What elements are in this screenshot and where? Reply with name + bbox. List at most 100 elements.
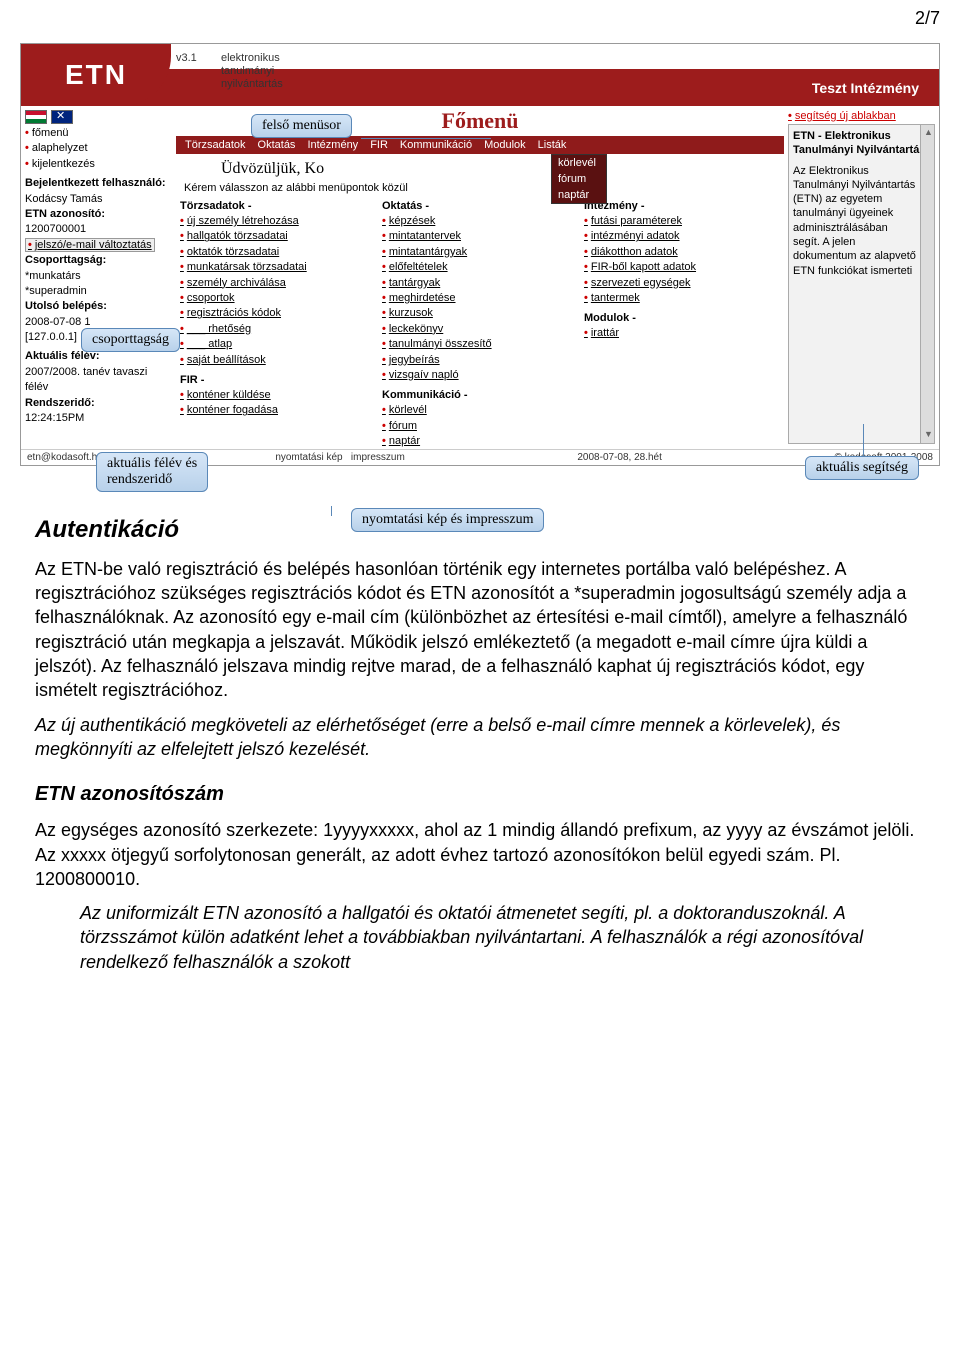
group-2: *superadmin: [25, 285, 87, 297]
footer-print-link[interactable]: nyomtatási kép: [275, 452, 342, 463]
help-box: ETN - Elektronikus Tanulmányi Nyilvántar…: [788, 124, 935, 444]
int-item[interactable]: szervezeti egységek: [584, 276, 780, 291]
menu-modulok[interactable]: Modulok: [481, 138, 529, 152]
torzs-item[interactable]: oktatók törzsadatai: [180, 245, 376, 260]
callout-nyomtatasi-impresszum: nyomtatási kép és impresszum: [351, 508, 544, 532]
torzs-item[interactable]: regisztrációs kódok: [180, 306, 376, 321]
help-panel: segítség új ablakban ETN - Elektronikus …: [784, 106, 939, 449]
okt-item[interactable]: tantárgyak: [382, 276, 578, 291]
loggedin-label: Bejelentkezett felhasználó:: [25, 177, 166, 189]
okt-item[interactable]: meghirdetése: [382, 291, 578, 306]
torzs-item[interactable]: ___ atlap: [180, 337, 376, 352]
menu-fir[interactable]: FIR: [367, 138, 391, 152]
systime-value: 12:24:15PM: [25, 412, 84, 424]
okt-item[interactable]: jegybeírás: [382, 353, 578, 368]
okt-item[interactable]: előfeltételek: [382, 260, 578, 275]
okt-item[interactable]: leckekönyv: [382, 322, 578, 337]
okt-item[interactable]: kurzusok: [382, 306, 578, 321]
okt-item[interactable]: tanulmányi összesítő: [382, 337, 578, 352]
torzs-item[interactable]: csoportok: [180, 291, 376, 306]
menu-torzsadatok[interactable]: Törzsadatok: [182, 138, 249, 152]
torzs-item[interactable]: ___ rhetőség: [180, 322, 376, 337]
menu-oktatas[interactable]: Oktatás: [255, 138, 299, 152]
col-okt-header: Oktatás -: [382, 200, 578, 212]
lastlogin-label: Utolsó belépés:: [25, 300, 107, 312]
torzs-item[interactable]: személy archiválása: [180, 276, 376, 291]
version-label: v3.1: [176, 52, 197, 64]
submenu-naptar[interactable]: naptár: [552, 187, 606, 203]
callout-csoporttagsag: csoporttagság: [81, 328, 180, 352]
menu-intezmeny[interactable]: Intézmény: [304, 138, 361, 152]
welcome-text: Üdvözüljük, Ko: [176, 154, 784, 180]
fir-item[interactable]: konténer fogadása: [180, 403, 376, 418]
semester-value: 2007/2008. tanév tavaszi félév: [25, 366, 147, 393]
menu-kommunikacio[interactable]: Kommunikáció: [397, 138, 475, 152]
int-item[interactable]: diákotthon adatok: [584, 245, 780, 260]
institution-name: Teszt Intézmény: [812, 80, 919, 96]
komm-item[interactable]: fórum: [382, 419, 578, 434]
footer-impressum-link[interactable]: impresszum: [351, 452, 405, 463]
int-item[interactable]: tantermek: [584, 291, 780, 306]
ip-value: [127.0.0.1]: [25, 331, 77, 343]
torzs-item[interactable]: hallgatók törzsadatai: [180, 229, 376, 244]
help-body: Az Elektronikus Tanulmányi Nyilvántartás…: [793, 164, 930, 278]
app-header: ETN v3.1 elektronikus tanulmányi nyilván…: [21, 44, 939, 106]
flag-row: [25, 110, 172, 124]
int-item[interactable]: intézményi adatok: [584, 229, 780, 244]
fir-item[interactable]: konténer küldése: [180, 388, 376, 403]
footer-date: 2008-07-08, 28.hét: [577, 452, 662, 463]
callout-felev-rendszerido: aktuális félév és rendszeridő: [96, 452, 208, 492]
scrollbar[interactable]: [920, 125, 934, 443]
document-body: Autentikáció Az ETN-be való regisztráció…: [0, 476, 960, 1004]
etnid-value: 1200700001: [25, 223, 86, 235]
okt-item[interactable]: mintatantervek: [382, 229, 578, 244]
col-int-header: Intézmény -: [584, 200, 780, 212]
heading-etn-azonosito: ETN azonosítószám: [35, 781, 925, 808]
help-title: ETN - Elektronikus Tanulmányi Nyilvántar…: [793, 129, 930, 158]
footer-email[interactable]: etn@kodasoft.hu: [27, 452, 103, 463]
komm-item[interactable]: naptár: [382, 434, 578, 449]
group-1: *munkatárs: [25, 270, 81, 282]
semester-label: Aktuális félév:: [25, 350, 100, 362]
nav-kijelentkezes[interactable]: kijelentkezés: [25, 157, 172, 172]
etn-logo: ETN: [21, 44, 171, 106]
flag-hungarian-icon[interactable]: [25, 110, 47, 124]
app-screenshot: ETN v3.1 elektronikus tanulmányi nyilván…: [20, 43, 940, 466]
para-4: Az uniformizált ETN azonosító a hallgató…: [80, 901, 925, 974]
main-area: Főmenü Törzsadatok Oktatás Intézmény FIR…: [176, 106, 784, 449]
komm-item[interactable]: körlevél: [382, 403, 578, 418]
col-fir-header: FIR -: [180, 374, 376, 386]
menu-listak[interactable]: Listák: [535, 138, 570, 152]
okt-item[interactable]: vizsgaív napló: [382, 368, 578, 383]
okt-item[interactable]: képzések: [382, 214, 578, 229]
groups-label: Csoporttagság:: [25, 254, 106, 266]
submenu-kommunikacio: körlevél fórum naptár: [551, 154, 607, 204]
systime-label: Rendszeridő:: [25, 397, 95, 409]
torzs-item[interactable]: saját beállítások: [180, 353, 376, 368]
flag-english-icon[interactable]: [51, 110, 73, 124]
page-number: 2/7: [0, 0, 960, 33]
para-2: Az új authentikáció megköveteli az elérh…: [35, 713, 925, 762]
tagline: elektronikus tanulmányi nyilvántartás: [221, 52, 283, 92]
nav-fomenu[interactable]: főmenü: [25, 126, 172, 141]
para-3: Az egységes azonosító szerkezete: 1yyyyx…: [35, 818, 925, 891]
col-torzs-header: Törzsadatok -: [180, 200, 376, 212]
col-mod-header: Modulok -: [584, 312, 780, 324]
callout-top-menu: felső menüsor: [251, 114, 352, 138]
para-1: Az ETN-be való regisztráció és belépés h…: [35, 557, 925, 703]
help-new-window-link[interactable]: segítség új ablakban: [788, 110, 935, 122]
okt-item[interactable]: mintatantárgyak: [382, 245, 578, 260]
int-item[interactable]: FIR-ből kapott adatok: [584, 260, 780, 275]
submenu-korlevel[interactable]: körlevél: [552, 155, 606, 171]
instruction-text: Kérem válasszon az alábbi menüpontok köz…: [176, 180, 784, 200]
callout-aktualis-segitseg: aktuális segítség: [805, 456, 919, 480]
int-item[interactable]: futási paraméterek: [584, 214, 780, 229]
lastlogin-value: 2008-07-08 1: [25, 316, 90, 328]
torzs-item[interactable]: munkatársak törzsadatai: [180, 260, 376, 275]
mod-item[interactable]: irattár: [584, 326, 780, 341]
submenu-forum[interactable]: fórum: [552, 171, 606, 187]
torzs-item[interactable]: új személy létrehozása: [180, 214, 376, 229]
nav-alaphelyzet[interactable]: alaphelyzet: [25, 141, 172, 156]
change-password-link[interactable]: jelszó/e-mail változtatás: [25, 238, 155, 252]
col-komm-header: Kommunikáció -: [382, 389, 578, 401]
